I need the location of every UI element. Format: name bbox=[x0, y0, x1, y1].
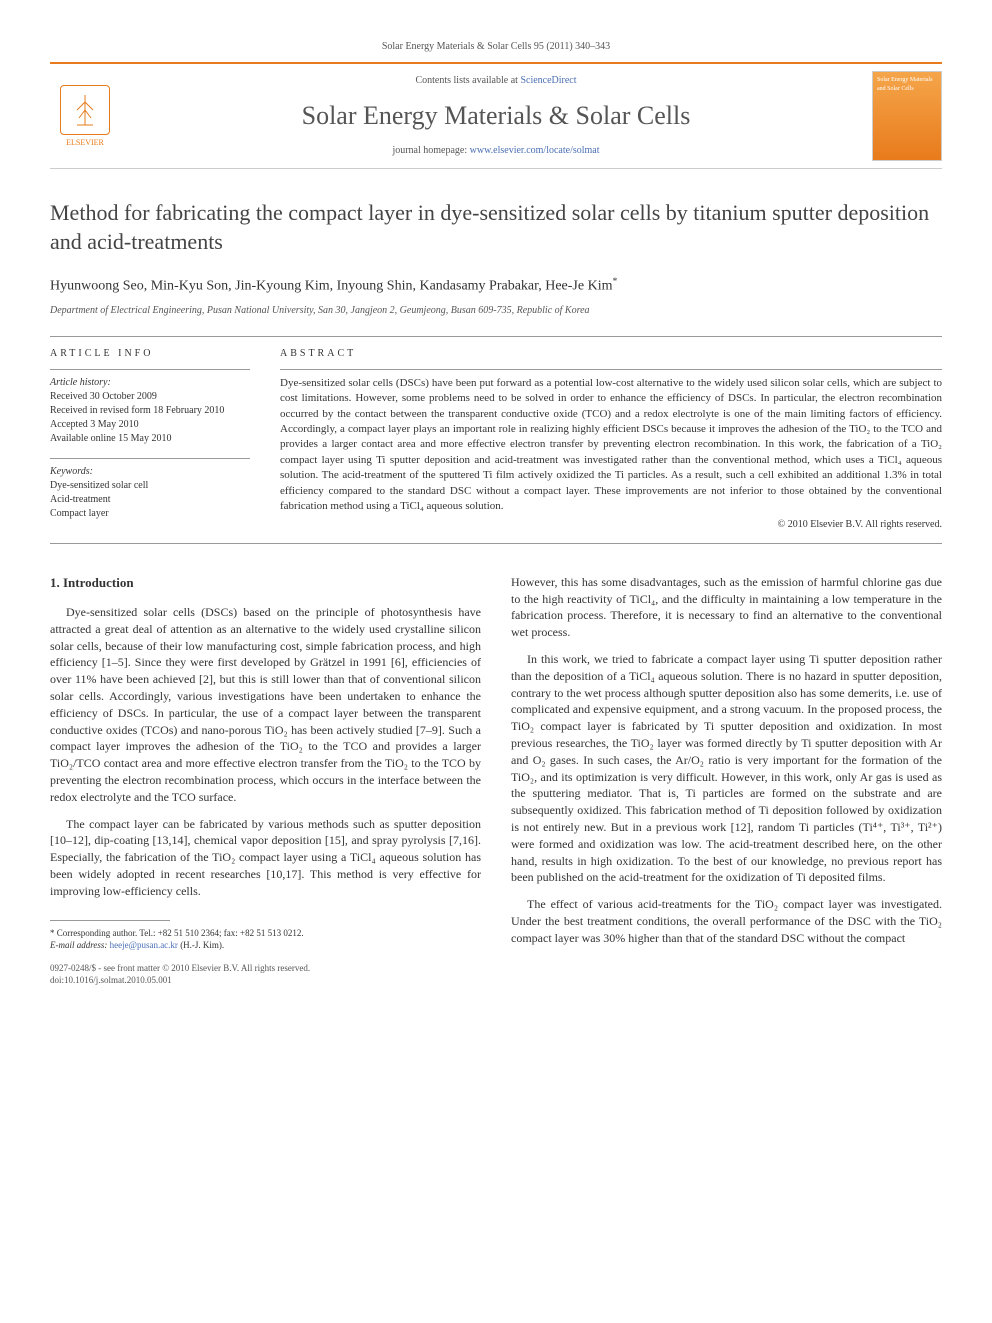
email-label: E-mail address: bbox=[50, 940, 110, 950]
accepted-date: Accepted 3 May 2010 bbox=[50, 418, 250, 432]
abstract-text: Dye-sensitized solar cells (DSCs) have b… bbox=[280, 369, 942, 515]
contents-prefix: Contents lists available at bbox=[415, 75, 520, 86]
article-title: Method for fabricating the compact layer… bbox=[50, 199, 942, 256]
abstract-heading: ABSTRACT bbox=[280, 347, 942, 361]
author-list: Hyunwoong Seo, Min-Kyu Son, Jin-Kyoung K… bbox=[50, 275, 942, 296]
elsevier-tree-icon bbox=[60, 85, 110, 135]
keyword-1: Dye-sensitized solar cell bbox=[50, 479, 250, 493]
received-date: Received 30 October 2009 bbox=[50, 390, 250, 404]
left-column: 1. Introduction Dye-sensitized solar cel… bbox=[50, 574, 481, 987]
right-column: However, this has some disadvantages, su… bbox=[511, 574, 942, 987]
keyword-3: Compact layer bbox=[50, 507, 250, 521]
article-history-block: Article history: Received 30 October 200… bbox=[50, 369, 250, 446]
section-1-heading: 1. Introduction bbox=[50, 574, 481, 592]
affiliation: Department of Electrical Engineering, Pu… bbox=[50, 304, 942, 318]
intro-paragraph-2: The compact layer can be fabricated by v… bbox=[50, 816, 481, 900]
abstract-column: ABSTRACT Dye-sensitized solar cells (DSC… bbox=[280, 347, 942, 533]
keyword-2: Acid-treatment bbox=[50, 493, 250, 507]
revised-date: Received in revised form 18 February 201… bbox=[50, 404, 250, 418]
keywords-label: Keywords: bbox=[50, 465, 250, 479]
homepage-line: journal homepage: www.elsevier.com/locat… bbox=[140, 144, 852, 158]
journal-reference: Solar Energy Materials & Solar Cells 95 … bbox=[50, 40, 942, 54]
header-center: Contents lists available at ScienceDirec… bbox=[120, 64, 872, 168]
info-abstract-row: ARTICLE INFO Article history: Received 3… bbox=[50, 347, 942, 533]
corresponding-author-footnote: * Corresponding author. Tel.: +82 51 510… bbox=[50, 927, 481, 940]
footer-copyright: 0927-0248/$ - see front matter © 2010 El… bbox=[50, 962, 481, 975]
email-footnote: E-mail address: heeje@pusan.ac.kr (H.-J.… bbox=[50, 939, 481, 952]
publisher-name: ELSEVIER bbox=[66, 137, 104, 148]
intro-paragraph-1: Dye-sensitized solar cells (DSCs) based … bbox=[50, 604, 481, 806]
article-info-column: ARTICLE INFO Article history: Received 3… bbox=[50, 347, 250, 533]
elsevier-logo: ELSEVIER bbox=[50, 76, 120, 156]
divider bbox=[50, 336, 942, 337]
intro-paragraph-5: The effect of various acid-treatments fo… bbox=[511, 896, 942, 946]
homepage-link[interactable]: www.elsevier.com/locate/solmat bbox=[470, 145, 600, 156]
footer-doi: doi:10.1016/j.solmat.2010.05.001 bbox=[50, 974, 481, 987]
email-who: (H.-J. Kim). bbox=[178, 940, 224, 950]
article-info-heading: ARTICLE INFO bbox=[50, 347, 250, 361]
keywords-block: Keywords: Dye-sensitized solar cell Acid… bbox=[50, 458, 250, 521]
divider bbox=[50, 543, 942, 544]
footnote-separator bbox=[50, 920, 170, 921]
journal-cover-thumbnail: Solar Energy Materials and Solar Cells bbox=[872, 71, 942, 161]
body-two-columns: 1. Introduction Dye-sensitized solar cel… bbox=[50, 574, 942, 987]
corresponding-mark: * bbox=[613, 276, 618, 287]
journal-header-box: ELSEVIER Contents lists available at Sci… bbox=[50, 62, 942, 169]
online-date: Available online 15 May 2010 bbox=[50, 432, 250, 446]
email-link[interactable]: heeje@pusan.ac.kr bbox=[110, 940, 178, 950]
intro-paragraph-3: However, this has some disadvantages, su… bbox=[511, 574, 942, 641]
homepage-prefix: journal homepage: bbox=[392, 145, 469, 156]
history-label: Article history: bbox=[50, 376, 250, 390]
abstract-copyright: © 2010 Elsevier B.V. All rights reserved… bbox=[280, 518, 942, 532]
contents-available-line: Contents lists available at ScienceDirec… bbox=[140, 74, 852, 88]
intro-paragraph-4: In this work, we tried to fabricate a co… bbox=[511, 651, 942, 886]
authors-text: Hyunwoong Seo, Min-Kyu Son, Jin-Kyoung K… bbox=[50, 278, 613, 293]
sciencedirect-link[interactable]: ScienceDirect bbox=[520, 75, 576, 86]
journal-title: Solar Energy Materials & Solar Cells bbox=[140, 98, 852, 134]
